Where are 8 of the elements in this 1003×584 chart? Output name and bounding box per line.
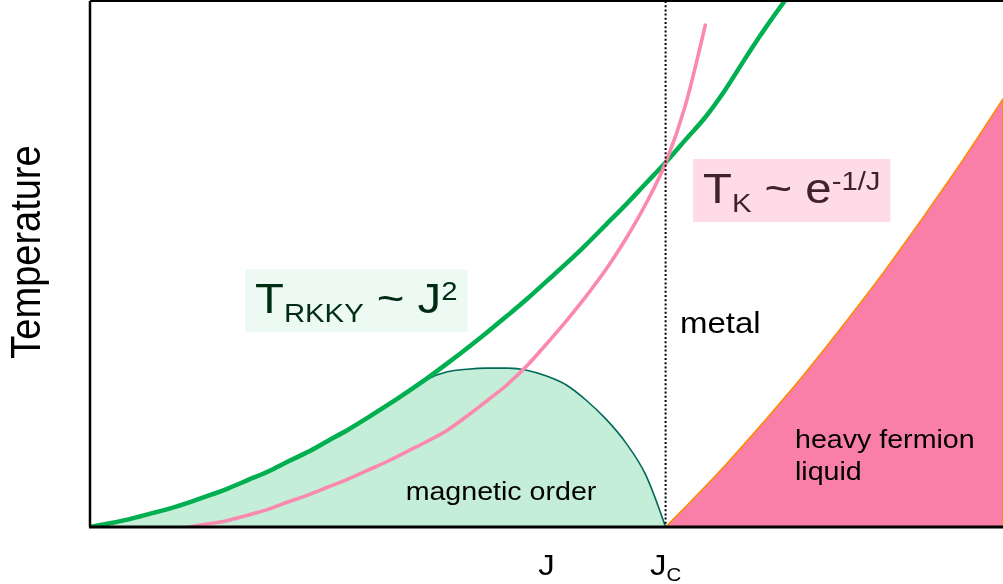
series-label: T$_{K}$ ~ e$^{-1/J}$ xyxy=(703,164,881,217)
series-label: heavy fermion liquid xyxy=(795,424,975,486)
x-tick-label: J xyxy=(538,547,555,582)
x-tick-label: J$_{C}$ xyxy=(649,547,682,584)
y-axis-title: Temperature xyxy=(2,145,49,359)
annotation: metal xyxy=(680,305,761,340)
series-label: magnetic order xyxy=(405,476,597,506)
series-label: T$_{RKKY}$ ~ J$^{2}$ xyxy=(255,274,458,327)
